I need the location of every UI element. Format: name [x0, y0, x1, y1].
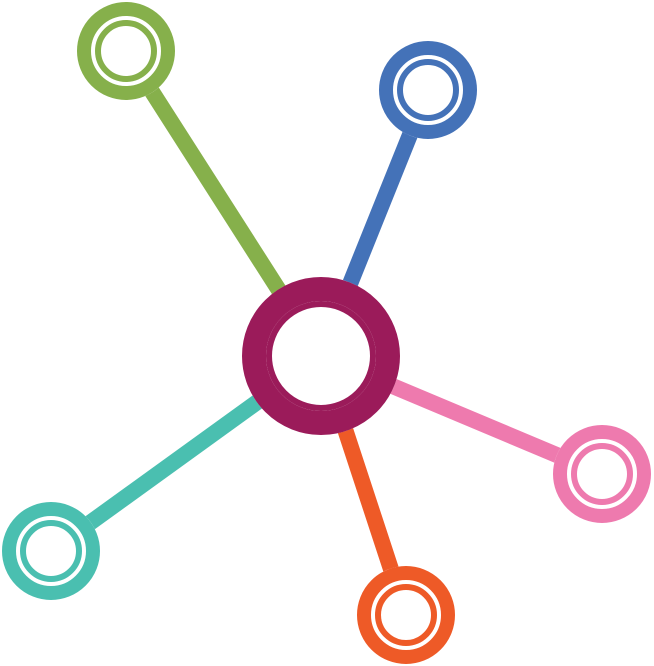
- node-blue-outer-ring: [379, 41, 477, 139]
- node-orange-outer-ring: [357, 566, 455, 664]
- node-green-outer-ring: [77, 2, 175, 100]
- node-blue: [379, 41, 477, 139]
- node-orange: [357, 566, 455, 664]
- node-pink: [553, 425, 651, 523]
- hub-ring: [242, 277, 400, 435]
- node-green: [77, 2, 175, 100]
- node-pink-outer-ring: [553, 425, 651, 523]
- node-orange-bg: [357, 566, 455, 664]
- node-blue-inner-ring: [397, 59, 459, 121]
- node-green-bg: [77, 2, 175, 100]
- hub-ring-outer-ring: [242, 277, 400, 435]
- hub-node: [242, 277, 400, 435]
- node-teal-bg: [2, 502, 100, 600]
- node-orange-inner-ring: [375, 584, 437, 646]
- node-blue-bg: [379, 41, 477, 139]
- node-teal-outer-ring: [2, 502, 100, 600]
- node-teal-inner-ring: [20, 520, 82, 582]
- node-pink-inner-ring: [571, 443, 633, 505]
- node-green-inner-ring: [95, 20, 157, 82]
- node-pink-bg: [553, 425, 651, 523]
- node-teal: [2, 502, 100, 600]
- hub-ring-inner-ring: [266, 301, 376, 411]
